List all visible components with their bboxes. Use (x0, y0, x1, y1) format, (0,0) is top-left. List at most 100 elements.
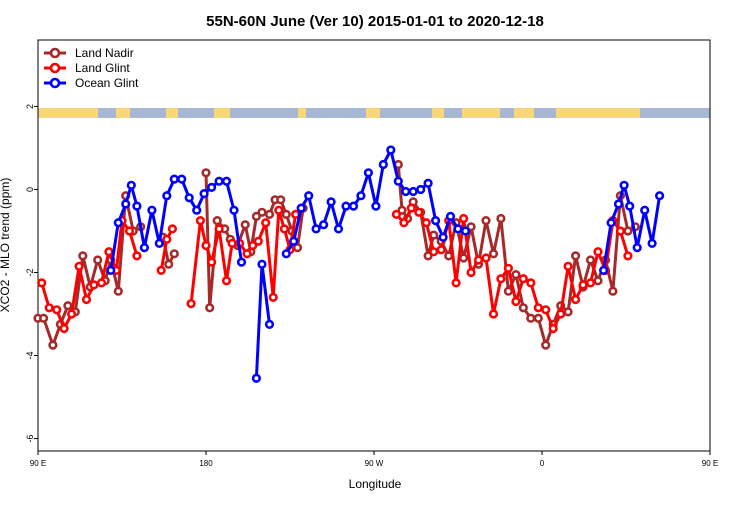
y-tick-label: -4 (25, 352, 35, 360)
data-point (93, 255, 103, 265)
data-point (488, 249, 499, 259)
data-point (169, 174, 179, 184)
data-point (606, 218, 616, 228)
data-point (132, 201, 142, 211)
data-point (401, 186, 411, 197)
data-point (640, 205, 650, 215)
data-point (199, 189, 209, 199)
data-point (52, 305, 62, 315)
data-point (292, 243, 303, 253)
data-point (406, 203, 416, 213)
y-tick-label: 0 (25, 187, 35, 192)
data-point (162, 191, 172, 201)
x-tick-label: 0 (540, 459, 545, 468)
legend-label: Ocean Glint (75, 76, 139, 90)
data-point (570, 251, 581, 261)
data-point (184, 193, 194, 203)
land-sea-strip (38, 108, 710, 118)
data-point (453, 224, 463, 234)
data-point (276, 195, 286, 205)
data-point (363, 168, 374, 178)
data-point (431, 216, 441, 226)
data-point (533, 303, 543, 313)
data-point (488, 309, 499, 319)
data-point (147, 205, 157, 215)
data-point (268, 292, 278, 303)
data-point (503, 263, 514, 273)
data-point (445, 211, 456, 221)
data-point (104, 247, 114, 257)
y-axis-label: XCO2 - MLO trend (ppm) (0, 178, 12, 313)
data-point (623, 226, 633, 236)
data-point (106, 265, 116, 276)
data-point (132, 251, 142, 261)
data-point (414, 207, 424, 217)
data-point (281, 249, 291, 259)
data-point (257, 259, 267, 269)
data-point (391, 209, 402, 219)
data-point (511, 270, 521, 280)
data-point (466, 222, 476, 232)
y-tick-label: 2 (25, 104, 35, 109)
data-point (333, 224, 344, 234)
legend-item: Land Glint (44, 61, 130, 75)
data-point (311, 224, 321, 234)
data-point (444, 251, 454, 261)
data-point (423, 251, 433, 261)
data-point (585, 255, 596, 265)
data-point (421, 218, 431, 228)
data-point (44, 303, 54, 313)
data-point (619, 180, 629, 190)
data-point (319, 220, 329, 230)
series-land-glint (37, 203, 633, 334)
data-point (623, 251, 633, 261)
data-point (593, 276, 603, 286)
data-point (240, 220, 250, 230)
data-point (201, 240, 211, 251)
series-layer (33, 145, 665, 383)
data-point (556, 309, 566, 319)
data-point (397, 205, 407, 215)
data-point (195, 216, 205, 226)
legend-label: Land Glint (75, 61, 130, 75)
data-point (341, 201, 351, 211)
data-point (78, 251, 88, 261)
data-point (416, 184, 426, 195)
legend-item: Land Nadir (44, 46, 134, 60)
data-point (496, 213, 506, 224)
data-point (393, 176, 403, 186)
data-point (227, 238, 237, 248)
data-point (615, 226, 626, 236)
data-point (356, 191, 366, 201)
data-point (207, 182, 217, 192)
data-point (304, 191, 314, 201)
legend-marker (49, 62, 61, 74)
legend-marker (49, 47, 61, 59)
data-point (169, 249, 179, 259)
data-point (221, 276, 232, 286)
data-point (438, 232, 448, 242)
data-point (162, 234, 172, 244)
data-point (563, 261, 573, 271)
data-point (570, 294, 581, 305)
data-point (236, 257, 247, 267)
data-point (481, 216, 491, 226)
data-point (113, 218, 123, 228)
series-land-nadir (33, 159, 640, 350)
data-point (526, 278, 536, 288)
series-ocean-glint (106, 145, 665, 383)
y-tick-label: -2 (25, 268, 35, 276)
data-point (647, 238, 657, 248)
data-point (214, 224, 224, 234)
data-point (164, 259, 174, 269)
data-point (511, 296, 521, 307)
data-point (167, 224, 177, 234)
data-point (274, 205, 284, 215)
x-tick-label: 90 E (702, 459, 718, 468)
data-point (186, 299, 196, 309)
data-point (192, 205, 202, 215)
legend-item: Ocean Glint (44, 76, 139, 90)
